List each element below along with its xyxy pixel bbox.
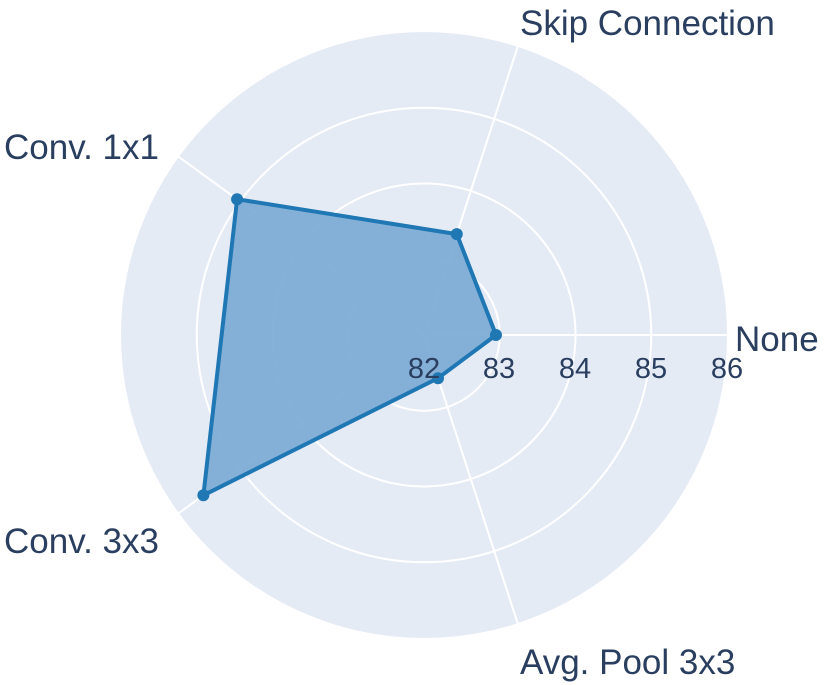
data-point [197,489,210,502]
data-points [197,193,502,502]
axis-label-conv-1x1: Conv. 1x1 [4,128,159,167]
data-point [489,329,502,341]
tick-label: 86 [711,353,743,385]
data-point [450,228,463,241]
tick-label: 82 [408,353,440,385]
axis-labels: None Skip Connection Conv. 1x1 Conv. 3x3… [4,4,819,682]
radial-tick-labels: 82 83 84 85 86 [408,353,743,385]
tick-label: 84 [559,353,591,385]
axis-label-conv-3x3: Conv. 3x3 [4,522,159,561]
axis-label-none: None [735,320,819,359]
axis-label-skip-connection: Skip Connection [520,4,775,43]
data-point [231,193,244,206]
tick-label: 83 [483,353,515,385]
series-area [201,197,498,498]
tick-label: 85 [635,353,667,385]
axis-label-avg-pool-3x3: Avg. Pool 3x3 [520,643,735,682]
data-point [432,372,445,385]
